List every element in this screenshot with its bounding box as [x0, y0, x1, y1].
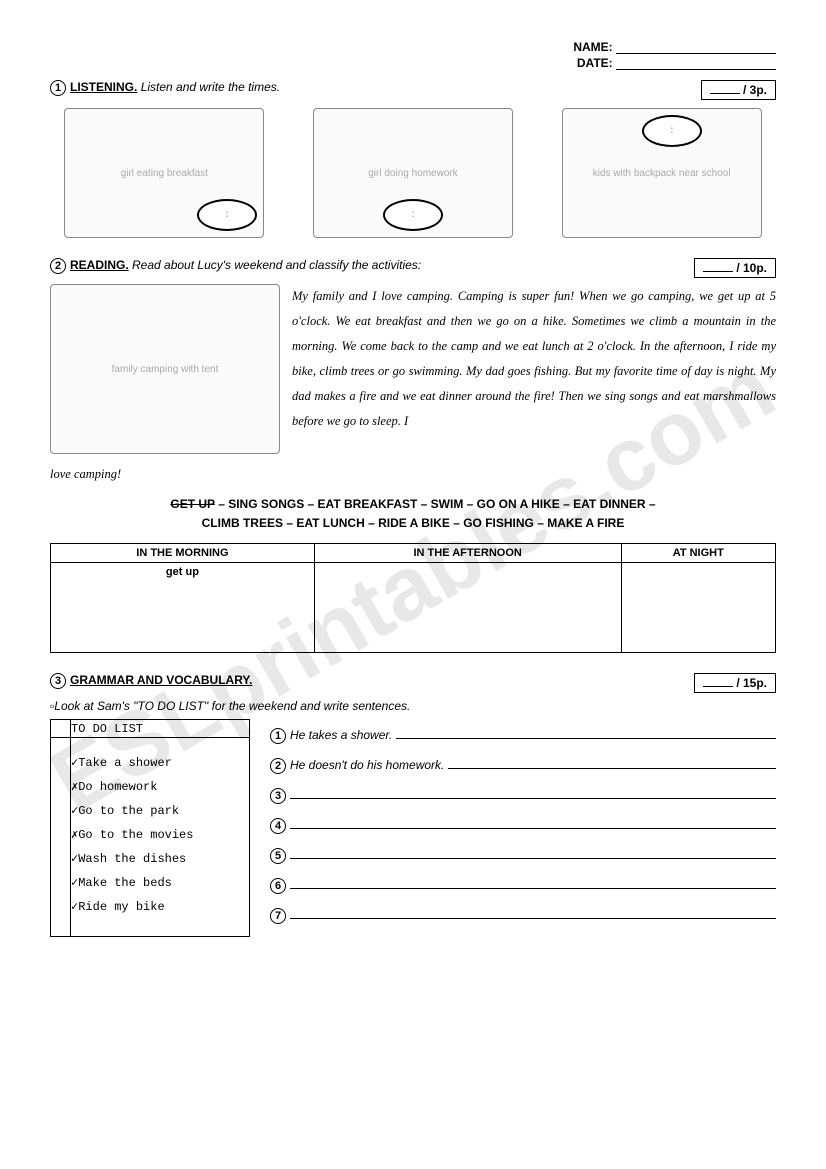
worksheet-content: NAME: DATE: 1 LISTENING. Listen and writ…	[50, 40, 776, 937]
section3-number: 3	[50, 673, 66, 689]
todo-item: ✓Make the beds	[71, 871, 249, 895]
sentence-number: 4	[270, 818, 286, 834]
col-morning: IN THE MORNING	[51, 544, 315, 563]
sentence-text: He doesn't do his homework.	[290, 758, 444, 772]
reading-paragraph-tail: love camping!	[50, 462, 776, 487]
todo-item: ✓Take a shower	[71, 751, 249, 775]
section1-number: 1	[50, 80, 66, 96]
section2-number: 2	[50, 258, 66, 274]
listening-images: girl eating breakfast girl doing homewor…	[50, 108, 776, 238]
section3-header: 3 GRAMMAR AND VOCABULARY. / 15p.	[50, 673, 776, 693]
sentence-number: 5	[270, 848, 286, 864]
section1-title: LISTENING.	[70, 80, 137, 94]
cell-afternoon[interactable]	[314, 563, 621, 653]
sentence-line[interactable]: 5	[270, 847, 776, 864]
clock-blank-2[interactable]	[383, 199, 443, 231]
todo-item: ✓Go to the park	[71, 799, 249, 823]
sentence-blank[interactable]	[290, 817, 776, 829]
section1-instruction: Listen and write the times.	[141, 80, 280, 94]
sentence-number: 3	[270, 788, 286, 804]
section3-instruction: Look at Sam's "TO DO LIST" for the weeke…	[54, 699, 410, 713]
sentence-line[interactable]: 3	[270, 787, 776, 804]
section1-score[interactable]: / 3p.	[701, 80, 776, 100]
sentence-blank[interactable]	[290, 877, 776, 889]
section3-instruction-row: ▫Look at Sam's "TO DO LIST" for the week…	[50, 699, 776, 713]
sentence-line[interactable]: 4	[270, 817, 776, 834]
clock-blank-1[interactable]	[197, 199, 257, 231]
wordbank-line1: – SING SONGS – EAT BREAKFAST – SWIM – GO…	[215, 497, 656, 511]
sentence-blank[interactable]	[290, 787, 776, 799]
todo-item: ✗Do homework	[71, 775, 249, 799]
sentence-number: 6	[270, 878, 286, 894]
sentence-blank[interactable]	[290, 907, 776, 919]
clock-blank-3[interactable]	[642, 115, 702, 147]
name-label: NAME:	[573, 40, 612, 54]
col-afternoon: IN THE AFTERNOON	[314, 544, 621, 563]
name-input-line[interactable]	[616, 42, 776, 54]
section3-score[interactable]: / 15p.	[694, 673, 776, 693]
date-input-line[interactable]	[616, 58, 776, 70]
sentences-list: 1 He takes a shower. 2 He doesn't do his ho…	[270, 719, 776, 937]
listening-image-2: girl doing homework	[313, 108, 513, 238]
todo-item: ✓Wash the dishes	[71, 847, 249, 871]
section2-header: 2 READING. Read about Lucy's weekend and…	[50, 258, 776, 278]
todo-header: TO DO LIST	[71, 720, 250, 738]
sentence-number: 1	[270, 728, 286, 744]
todo-item: ✗Go to the movies	[71, 823, 249, 847]
sentence-line[interactable]: 2 He doesn't do his homework.	[270, 757, 776, 774]
cell-night[interactable]	[621, 563, 776, 653]
sentence-blank[interactable]	[290, 847, 776, 859]
sentence-blank[interactable]	[396, 727, 776, 739]
section2-score[interactable]: / 10p.	[694, 258, 776, 278]
listening-image-1: girl eating breakfast	[64, 108, 264, 238]
todo-table: TO DO LIST ✓Take a shower✗Do homework✓Go…	[50, 719, 250, 937]
listening-image-3: kids with backpack near school	[562, 108, 762, 238]
word-bank: GET UP – SING SONGS – EAT BREAKFAST – SW…	[50, 495, 776, 533]
col-night: AT NIGHT	[621, 544, 776, 563]
wordbank-line2: CLIMB TREES – EAT LUNCH – RIDE A BIKE – …	[50, 514, 776, 533]
section2-instruction: Read about Lucy's weekend and classify t…	[132, 258, 421, 272]
todo-item: ✓Ride my bike	[71, 895, 249, 919]
section3-title: GRAMMAR AND VOCABULARY.	[70, 673, 252, 687]
sentence-line[interactable]: 6	[270, 877, 776, 894]
sentence-line[interactable]: 7	[270, 907, 776, 924]
section1-header: 1 LISTENING. Listen and write the times.…	[50, 80, 776, 100]
wordbank-strike: GET UP	[170, 497, 214, 511]
sentence-text: He takes a shower.	[290, 728, 392, 742]
reading-block: family camping with tent My family and I…	[50, 284, 776, 454]
cell-morning[interactable]: get up	[51, 563, 315, 653]
date-label: DATE:	[577, 56, 613, 70]
reading-paragraph: My family and I love camping. Camping is…	[292, 284, 776, 454]
header-fields: NAME: DATE:	[50, 40, 776, 70]
sentence-number: 7	[270, 908, 286, 924]
sentence-blank[interactable]	[448, 757, 776, 769]
sentence-line[interactable]: 1 He takes a shower.	[270, 727, 776, 744]
camping-image: family camping with tent	[50, 284, 280, 454]
sentence-number: 2	[270, 758, 286, 774]
section2-title: READING.	[70, 258, 129, 272]
todo-items: ✓Take a shower✗Do homework✓Go to the par…	[71, 738, 250, 937]
classify-table: IN THE MORNING IN THE AFTERNOON AT NIGHT…	[50, 543, 776, 653]
grammar-block: TO DO LIST ✓Take a shower✗Do homework✓Go…	[50, 719, 776, 937]
